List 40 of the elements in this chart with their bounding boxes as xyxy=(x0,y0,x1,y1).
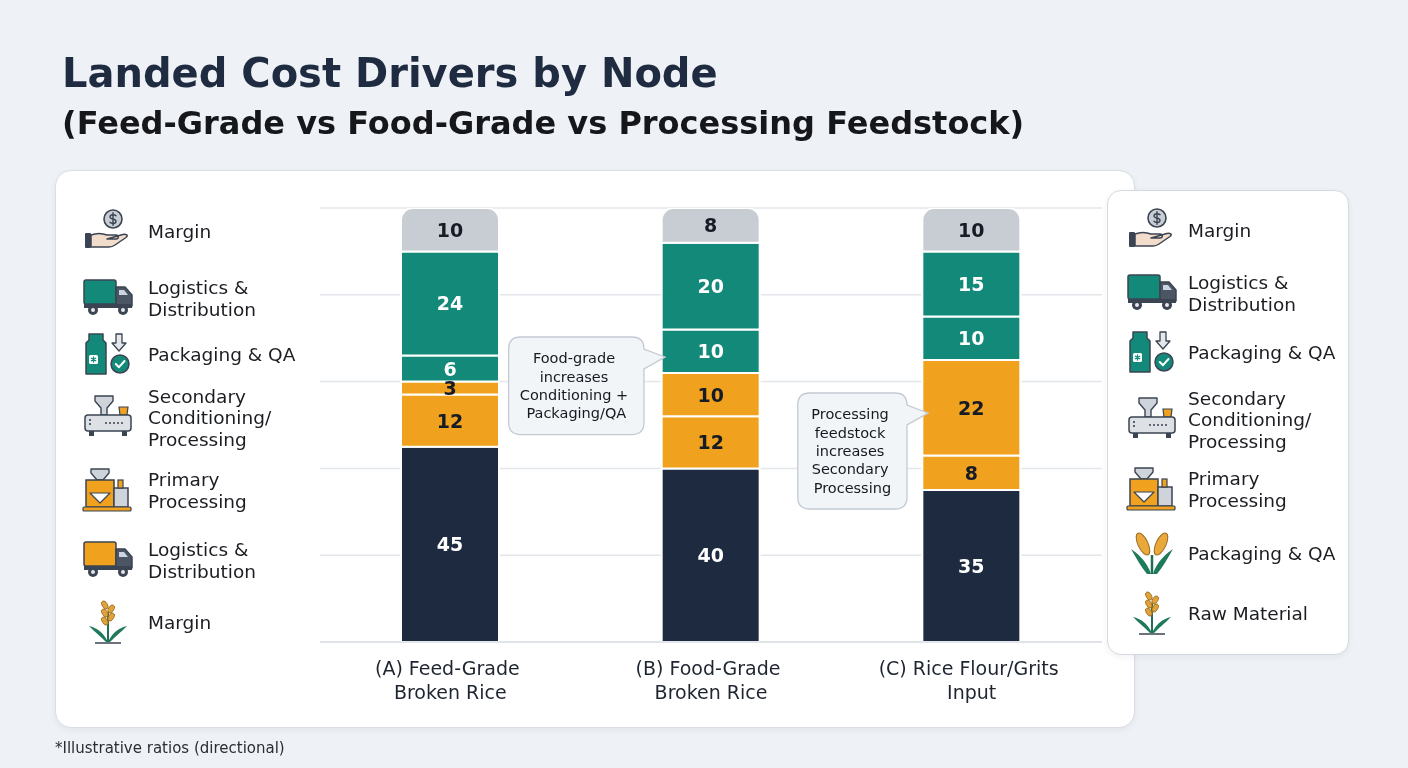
data-label: 10 xyxy=(958,327,985,350)
chart-subtitle: (Feed-Grade vs Food-Grade vs Processing Feedstock) xyxy=(62,104,1025,142)
annotation: Processing feedstock increases Secondary Processing xyxy=(811,406,894,496)
text: Logistics & Distribution xyxy=(148,276,256,320)
text: Packaging & QA xyxy=(1188,542,1336,564)
text: Margin xyxy=(148,611,212,633)
data-label: 45 xyxy=(436,533,464,556)
data-label: 10 xyxy=(436,218,464,241)
text: Packaging & QA xyxy=(148,343,296,365)
data-label: 20 xyxy=(697,275,724,298)
data-label: 8 xyxy=(704,214,718,237)
text: Secondary Conditioning/Processing xyxy=(148,385,272,449)
chart-title: Landed Cost Drivers by Node xyxy=(62,50,718,96)
data-label: 8 xyxy=(964,461,978,484)
data-label: 6 xyxy=(443,357,457,380)
text: *Illustrative ratios (directional) xyxy=(55,739,285,757)
data-label: 3 xyxy=(443,377,457,400)
data-label: 10 xyxy=(697,383,724,406)
text: Packaging & QA xyxy=(1188,341,1336,363)
text: Primary Processing xyxy=(1188,467,1287,511)
data-label: 24 xyxy=(436,292,464,315)
text: Secondary Conditioning/Processing xyxy=(1188,387,1312,451)
data-label: 12 xyxy=(697,431,724,454)
text: Raw Material xyxy=(1188,602,1308,624)
data-label: 15 xyxy=(958,272,985,295)
x-tick-label: (C) Rice Flour/Grits Input xyxy=(878,657,1065,703)
x-tick-label: (A) Feed-Grade Broken Rice xyxy=(374,657,526,703)
data-label: 12 xyxy=(436,409,464,432)
text: Logistics & Distribution xyxy=(148,538,256,582)
data-label: 35 xyxy=(958,555,985,578)
data-label: 22 xyxy=(958,396,985,419)
data-label: 10 xyxy=(697,340,724,363)
text: Primary Processing xyxy=(148,468,247,512)
text: Margin xyxy=(148,220,212,242)
text: Margin xyxy=(1188,219,1252,241)
x-tick-label: (B) Food-Grade Broken Rice xyxy=(635,657,787,703)
data-label: 10 xyxy=(958,218,985,241)
annotation: Food-grade increases Conditioning + Packaging/QA xyxy=(519,350,633,422)
text: Logistics & Distribution xyxy=(1188,271,1296,315)
data-label: 40 xyxy=(697,544,724,567)
